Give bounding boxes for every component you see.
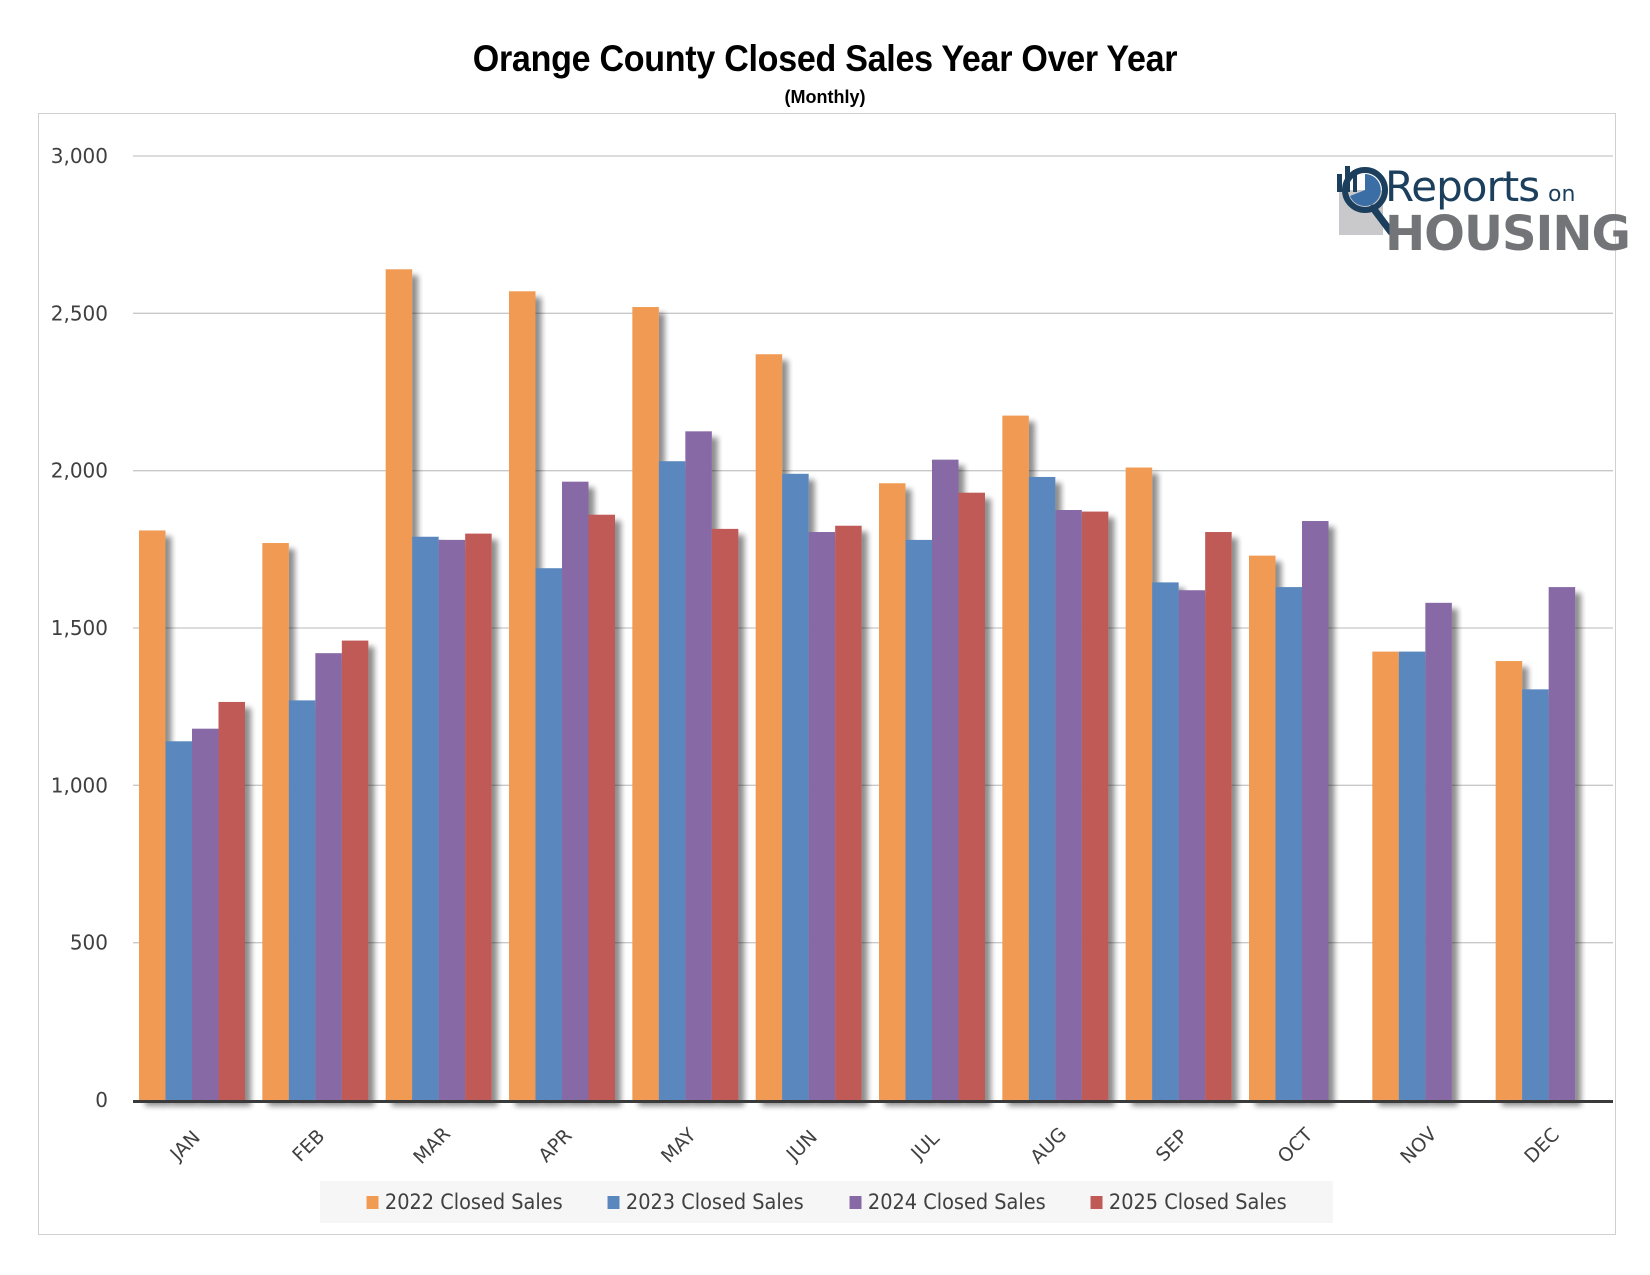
reports-on-housing-logo: Reports on HOUSING — [1335, 160, 1631, 265]
y-tick-label: 0 — [95, 1088, 108, 1112]
bar-2023-apr — [535, 568, 562, 1100]
logo-reports-text: Reports — [1385, 162, 1540, 211]
logo-on-text: on — [1548, 182, 1576, 207]
x-tick-label: OCT — [1274, 1124, 1318, 1168]
bar-2024-feb — [315, 653, 342, 1100]
chart-legend: 2022 Closed Sales 2023 Closed Sales 2024 C… — [320, 1181, 1333, 1223]
bar-2022-may — [632, 307, 659, 1100]
bar-2024-dec — [1548, 587, 1576, 1100]
magnifier-chart-icon — [1337, 166, 1395, 236]
x-tick-label: DEC — [1520, 1124, 1564, 1168]
legend-label: 2022 Closed Sales — [384, 1190, 563, 1214]
chart-subtitle: (Monthly) — [784, 87, 866, 107]
y-tick-label: 1,500 — [51, 616, 108, 640]
y-tick-label: 1,000 — [51, 773, 108, 797]
bar-2022-apr — [509, 291, 536, 1101]
chart-title: Orange County Closed Sales Year Over Yea… — [472, 38, 1178, 79]
bar-2023-may — [658, 461, 686, 1100]
bar-2024-oct — [1302, 521, 1329, 1100]
y-tick-label: 500 — [70, 931, 108, 955]
bar-2025-jun — [835, 525, 862, 1100]
bar-2023-aug — [1028, 476, 1056, 1101]
x-tick-label: JUN — [782, 1126, 822, 1166]
x-tick-label: APR — [534, 1125, 576, 1167]
y-tick-label: 2,500 — [51, 301, 108, 325]
bar-2024-aug — [1055, 510, 1082, 1100]
bar-2022-nov — [1372, 651, 1399, 1100]
bars — [139, 269, 1576, 1101]
bar-2024-jun — [808, 532, 836, 1100]
bar-2024-may — [685, 431, 712, 1100]
bar-2023-jul — [905, 539, 932, 1100]
bar-2024-apr — [562, 481, 589, 1100]
bar-2023-jun — [782, 473, 809, 1100]
bar-2022-oct — [1249, 555, 1276, 1100]
bar-2022-jul — [879, 483, 906, 1101]
y-axis-ticks: 0 500 1,000 1,500 2,000 2,500 3,000 — [51, 144, 108, 1112]
x-axis-ticks: JAN FEB MAR APR MAY JUN JUL AUG SEP OCT NOV DEC — [165, 1123, 1564, 1169]
bar-2023-oct — [1275, 587, 1302, 1100]
x-tick-label: SEP — [1152, 1125, 1193, 1166]
chart-frame — [38, 113, 1616, 1235]
bar-2025-may — [711, 528, 739, 1100]
bar-2025-apr — [588, 514, 615, 1100]
y-tick-label: 3,000 — [51, 144, 108, 168]
bar-2023-sep — [1152, 582, 1179, 1100]
bar-2025-jul — [958, 492, 985, 1100]
bar-2022-sep — [1125, 467, 1153, 1100]
legend-swatch — [607, 1195, 620, 1209]
bar-2022-aug — [1002, 415, 1029, 1101]
bar-2023-nov — [1398, 651, 1426, 1100]
bar-2024-mar — [438, 539, 466, 1100]
legend-item: 2025 Closed Sales — [1090, 1190, 1286, 1214]
x-tick-label: JAN — [165, 1126, 204, 1165]
bar-2022-mar — [385, 269, 413, 1100]
bar-2025-sep — [1205, 532, 1232, 1100]
gridlines — [133, 155, 1613, 944]
bar-2022-feb — [262, 543, 289, 1100]
x-tick-label: FEB — [288, 1125, 329, 1166]
x-tick-label: MAR — [409, 1123, 455, 1169]
legend-item: 2024 Closed Sales — [849, 1190, 1045, 1214]
bar-2022-jan — [139, 530, 166, 1100]
bar-2023-dec — [1522, 689, 1549, 1100]
bar-2022-jun — [755, 354, 783, 1100]
y-tick-label: 2,000 — [51, 459, 108, 483]
bar-2023-jan — [165, 741, 192, 1100]
legend-item: 2022 Closed Sales — [366, 1190, 563, 1214]
legend-item: 2023 Closed Sales — [607, 1190, 804, 1214]
bar-2024-jan — [192, 728, 219, 1100]
x-tick-label: JUL — [906, 1127, 944, 1165]
bar-2025-mar — [465, 533, 492, 1100]
bar-2023-mar — [412, 536, 439, 1100]
bar-2022-dec — [1495, 661, 1523, 1100]
bar-2025-feb — [341, 640, 369, 1100]
x-tick-label: NOV — [1396, 1123, 1441, 1168]
legend-label: 2024 Closed Sales — [867, 1190, 1046, 1214]
x-tick-label: AUG — [1026, 1123, 1071, 1168]
bar-2025-jan — [218, 701, 245, 1100]
bar-2023-feb — [288, 700, 316, 1100]
x-tick-label: MAY — [657, 1124, 701, 1168]
bar-2024-sep — [1178, 590, 1206, 1100]
legend-label: 2023 Closed Sales — [626, 1190, 804, 1214]
bar-2024-jul — [932, 459, 959, 1100]
legend-swatch — [849, 1195, 861, 1209]
bar-2024-nov — [1425, 602, 1452, 1100]
legend-swatch — [366, 1195, 379, 1209]
logo-housing-text: HOUSING — [1385, 206, 1631, 262]
legend-swatch — [1090, 1195, 1103, 1209]
bar-2025-aug — [1081, 511, 1109, 1100]
legend-label: 2025 Closed Sales — [1108, 1190, 1287, 1214]
